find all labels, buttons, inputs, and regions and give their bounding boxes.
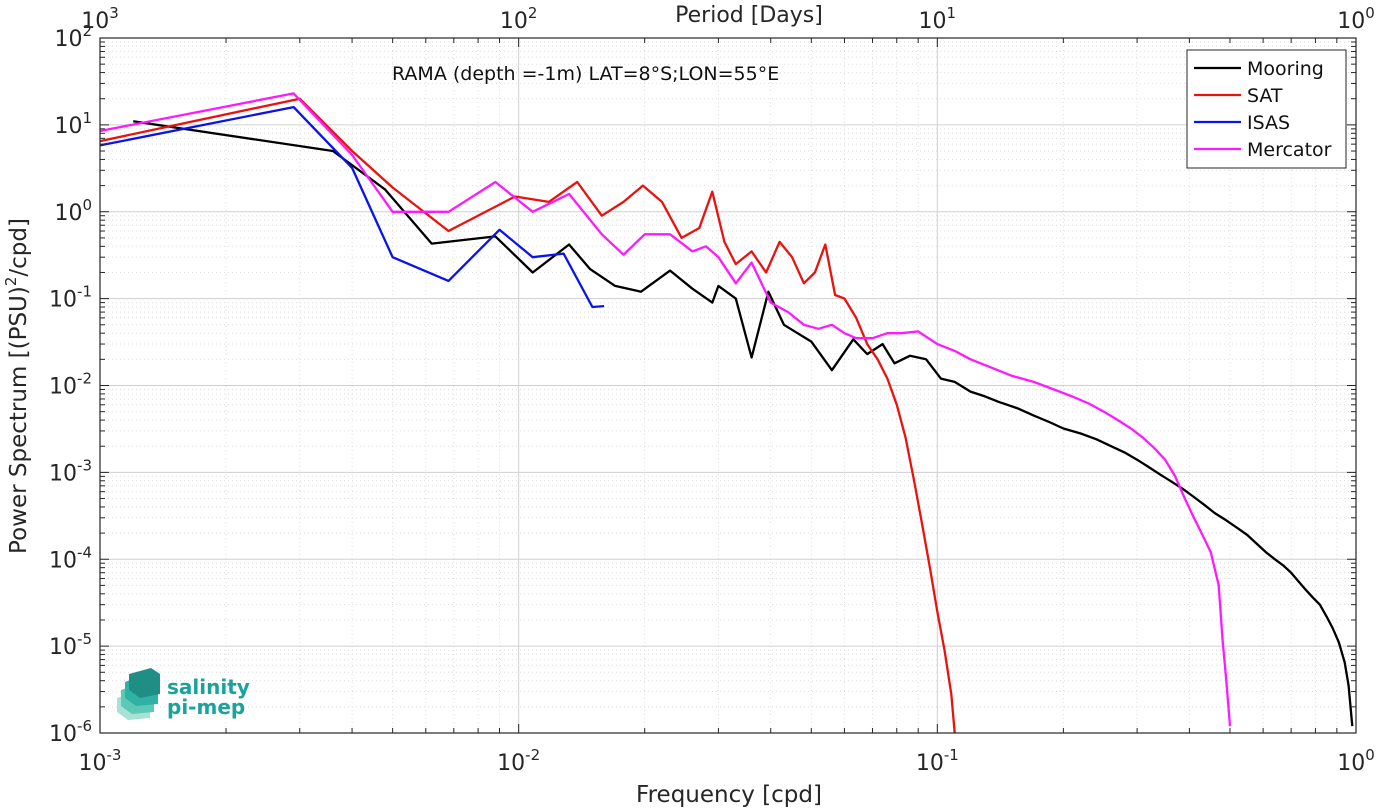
y-axis-label-main: Power Spectrum [(PSU) [6,286,32,554]
top-tick-label-exponent: 2 [528,4,538,22]
y-tick-label-exponent: 1 [82,109,92,127]
y-tick-label: 101 [54,109,92,139]
y-tick-label-base: 10 [49,722,77,747]
legend-label-sat: SAT [1247,85,1283,107]
legend-label-mooring: Mooring [1247,58,1324,80]
y-axis-label: Power Spectrum [(PSU)2/cpd] [2,218,32,554]
logo-wave-4 [129,668,160,698]
series-line-mercator [99,92,1232,727]
top-tick-label-exponent: 1 [947,4,957,22]
y-tick-label-base: 10 [49,288,77,313]
y-tick-label: 10-2 [49,370,92,400]
tick-marks [99,37,1357,734]
y-tick-label-exponent: 0 [82,196,92,214]
series-layer [99,92,1354,734]
x-tick-label-base: 10 [916,751,944,776]
x-tick-label-exponent: 0 [1365,746,1375,764]
top-tick-labels: 103 102 101 100 [81,4,1375,34]
top-tick-label-exponent: 3 [109,4,119,22]
y-tick-label-exponent: -3 [77,456,92,474]
y-tick-label-base: 10 [54,27,82,52]
x-tick-label: 10-2 [497,746,540,776]
top-tick-label-base: 10 [500,9,528,34]
y-tick-label-base: 10 [54,201,82,226]
y-tick-label-base: 10 [49,635,77,660]
y-axis-label-sup: 2 [2,277,20,287]
x-tick-label-base: 10 [497,751,525,776]
y-tick-label-exponent: -1 [77,283,92,301]
y-axis-label-tail: /cpd] [6,218,32,277]
x-tick-label-base: 10 [1337,751,1365,776]
minor-grid [100,38,1356,733]
x-tick-labels: 10-3 10-2 10-1 100 [79,746,1375,776]
y-tick-label-base: 10 [49,461,77,486]
x-tick-label-exponent: -1 [944,746,959,764]
x-tick-label-exponent: -2 [525,746,540,764]
y-tick-label-exponent: 2 [82,22,92,40]
logo-line-1: salinity [167,675,250,699]
y-tick-label-exponent: -4 [77,543,92,561]
y-tick-label: 10-3 [49,456,92,486]
y-tick-label-base: 10 [54,114,82,139]
top-tick-label: 100 [1337,4,1375,34]
x-tick-label-exponent: -3 [107,746,122,764]
y-tick-label-exponent: -6 [77,717,92,735]
y-tick-label: 102 [54,22,92,52]
y-tick-label: 100 [54,196,92,226]
top-tick-label-base: 10 [81,9,109,34]
x-tick-label-base: 10 [79,751,107,776]
salinity-pi-mep-logo: salinity pi-mep [117,668,250,720]
legend: Mooring SAT ISAS Mercator [1186,49,1347,169]
series-line-sat [99,97,956,734]
top-axis-label: Period [Days] [675,3,823,28]
y-tick-label: 10-4 [49,543,92,573]
y-tick-label-exponent: -5 [77,630,92,648]
chart-title: RAMA (depth =-1m) LAT=8°S;LON=55°E [392,63,779,85]
legend-label-isas: ISAS [1247,112,1290,134]
top-tick-label: 102 [500,4,538,34]
y-tick-label: 10-1 [49,283,92,313]
top-tick-label-base: 10 [1337,9,1365,34]
y-tick-label-base: 10 [49,548,77,573]
y-tick-label-exponent: -2 [77,370,92,388]
series-line-mooring [133,120,1354,727]
logo-line-2: pi-mep [167,695,245,719]
top-tick-label-exponent: 0 [1365,4,1375,22]
x-tick-label: 100 [1337,746,1375,776]
series-line-isas [99,105,605,309]
legend-label-mercator: Mercator [1247,139,1332,161]
y-tick-label: 10-5 [49,630,92,660]
legend-items: Mooring SAT ISAS Mercator [1194,58,1332,161]
y-tick-label: 10-6 [49,717,92,747]
top-tick-label: 103 [81,4,119,34]
x-axis-label: Frequency [cpd] [636,782,822,808]
x-tick-label: 10-3 [79,746,122,776]
top-tick-label-base: 10 [919,9,947,34]
y-tick-label-base: 10 [49,375,77,400]
top-tick-label: 101 [919,4,957,34]
x-tick-label: 10-1 [916,746,959,776]
